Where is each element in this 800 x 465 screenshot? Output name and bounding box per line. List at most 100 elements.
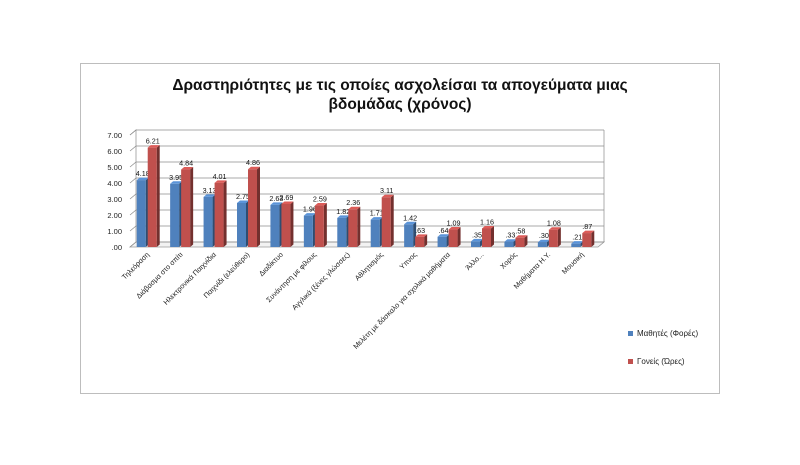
- bar-parents: [348, 209, 358, 247]
- bar-parents: [582, 233, 592, 247]
- y-tick-label: .00: [112, 243, 122, 252]
- data-label: .63: [415, 226, 425, 235]
- bar-top: [170, 181, 183, 184]
- bar-students: [571, 243, 581, 247]
- bar-students: [203, 196, 213, 247]
- bar-top: [281, 201, 294, 204]
- bar-side: [357, 206, 361, 247]
- data-label: .33: [505, 231, 515, 240]
- x-tick-label: Μουσική: [560, 250, 586, 276]
- y-tick-label: 1.00: [107, 227, 122, 236]
- bar-students: [504, 241, 514, 247]
- data-label: .35: [472, 230, 482, 239]
- bar-students: [270, 204, 280, 247]
- bar-students: [537, 242, 547, 247]
- bar-top: [504, 239, 517, 242]
- data-label: 1.08: [547, 219, 561, 228]
- bar-side: [524, 235, 528, 247]
- chart-title: Δραστηριότητες με τις οποίες ασχολείσαι …: [80, 76, 720, 114]
- chart-title-line-1: Δραστηριότητες με τις οποίες ασχολείσαι …: [172, 77, 628, 94]
- bar-top: [237, 200, 249, 203]
- y-tick-label: 2.00: [107, 211, 122, 220]
- bar-top: [370, 217, 383, 220]
- bar-top: [448, 227, 461, 230]
- bar-parents: [415, 236, 425, 247]
- y-tick-label: 7.00: [107, 131, 122, 140]
- bar-top: [437, 234, 450, 237]
- data-label: 6.21: [146, 137, 160, 146]
- x-tick-label: Χορός: [498, 250, 519, 271]
- bar-students: [337, 217, 347, 247]
- gridline: [129, 193, 604, 200]
- bar-top: [270, 202, 283, 205]
- x-tick-label: Διαδίκτυο: [257, 250, 285, 278]
- data-label: .30: [539, 231, 549, 240]
- x-tick-label: Αγγλικά (ξένες γλώσσες): [290, 250, 352, 312]
- data-label: 3.11: [380, 186, 393, 195]
- bar-students: [237, 203, 246, 247]
- bar-top: [203, 194, 216, 197]
- bar-side: [491, 225, 494, 247]
- gridline: [129, 129, 604, 136]
- bar-top: [314, 203, 327, 206]
- x-tick-label: Υπνος: [397, 250, 418, 271]
- floor: [128, 241, 606, 248]
- data-label: 3.95: [169, 173, 183, 182]
- legend-swatch-students: [628, 330, 633, 336]
- x-tick-label: Άλλο...: [464, 250, 486, 272]
- bar-parents: [381, 197, 391, 247]
- data-label: 2.63: [269, 194, 283, 203]
- data-label: 4.18: [136, 169, 150, 178]
- bar-top: [214, 180, 227, 183]
- y-tick-label: 5.00: [107, 163, 122, 172]
- data-label: .87: [582, 222, 592, 231]
- bar-parents: [482, 228, 491, 247]
- bar-top: [537, 239, 550, 243]
- bar-top: [303, 213, 316, 216]
- y-tick-label: 4.00: [107, 179, 122, 188]
- x-tick-label: Αθλητισμός: [353, 250, 386, 283]
- data-label: 2.69: [279, 193, 293, 202]
- bar-top: [181, 167, 194, 170]
- legend: Μαθητές (Φορές) Γονείς (Ώρες): [628, 328, 698, 384]
- data-label: 4.01: [213, 172, 227, 181]
- data-label: 1.82: [336, 207, 350, 216]
- bar-parents: [281, 203, 291, 247]
- bar-side: [557, 227, 561, 247]
- bar-top: [136, 177, 149, 181]
- bar-top: [415, 234, 428, 237]
- bar-side: [190, 167, 194, 247]
- bar-side: [457, 227, 461, 247]
- bar-top: [571, 241, 584, 244]
- bar-students: [170, 183, 180, 247]
- bar-top: [348, 206, 361, 210]
- bar-top: [337, 215, 350, 218]
- data-label: 4.86: [246, 158, 260, 167]
- bar-parents: [147, 147, 157, 247]
- bar-side: [323, 203, 327, 247]
- data-label: 4.84: [179, 159, 193, 168]
- legend-swatch-parents: [628, 358, 633, 364]
- bar-side: [591, 230, 595, 247]
- y-tick-label: 3.00: [107, 195, 122, 204]
- bar-side: [257, 166, 260, 247]
- bar-parents: [181, 169, 191, 247]
- bar-students: [136, 180, 146, 247]
- gridline: [129, 225, 604, 232]
- data-label: 3.13: [203, 186, 217, 195]
- bar-parents: [248, 169, 257, 247]
- data-label: 1.42: [403, 213, 417, 222]
- bar-parents: [314, 205, 324, 247]
- bar-parents: [515, 237, 525, 247]
- bar-parents: [214, 182, 224, 247]
- gridline: [129, 145, 604, 152]
- bar-top: [248, 166, 260, 170]
- bar-top: [482, 225, 494, 229]
- legend-item-students: Μαθητές (Φορές): [628, 328, 698, 338]
- gridline: [129, 177, 604, 184]
- gridline: [129, 209, 604, 216]
- bar-side: [290, 201, 294, 247]
- bar-students: [404, 224, 414, 247]
- data-label: .64: [439, 226, 449, 235]
